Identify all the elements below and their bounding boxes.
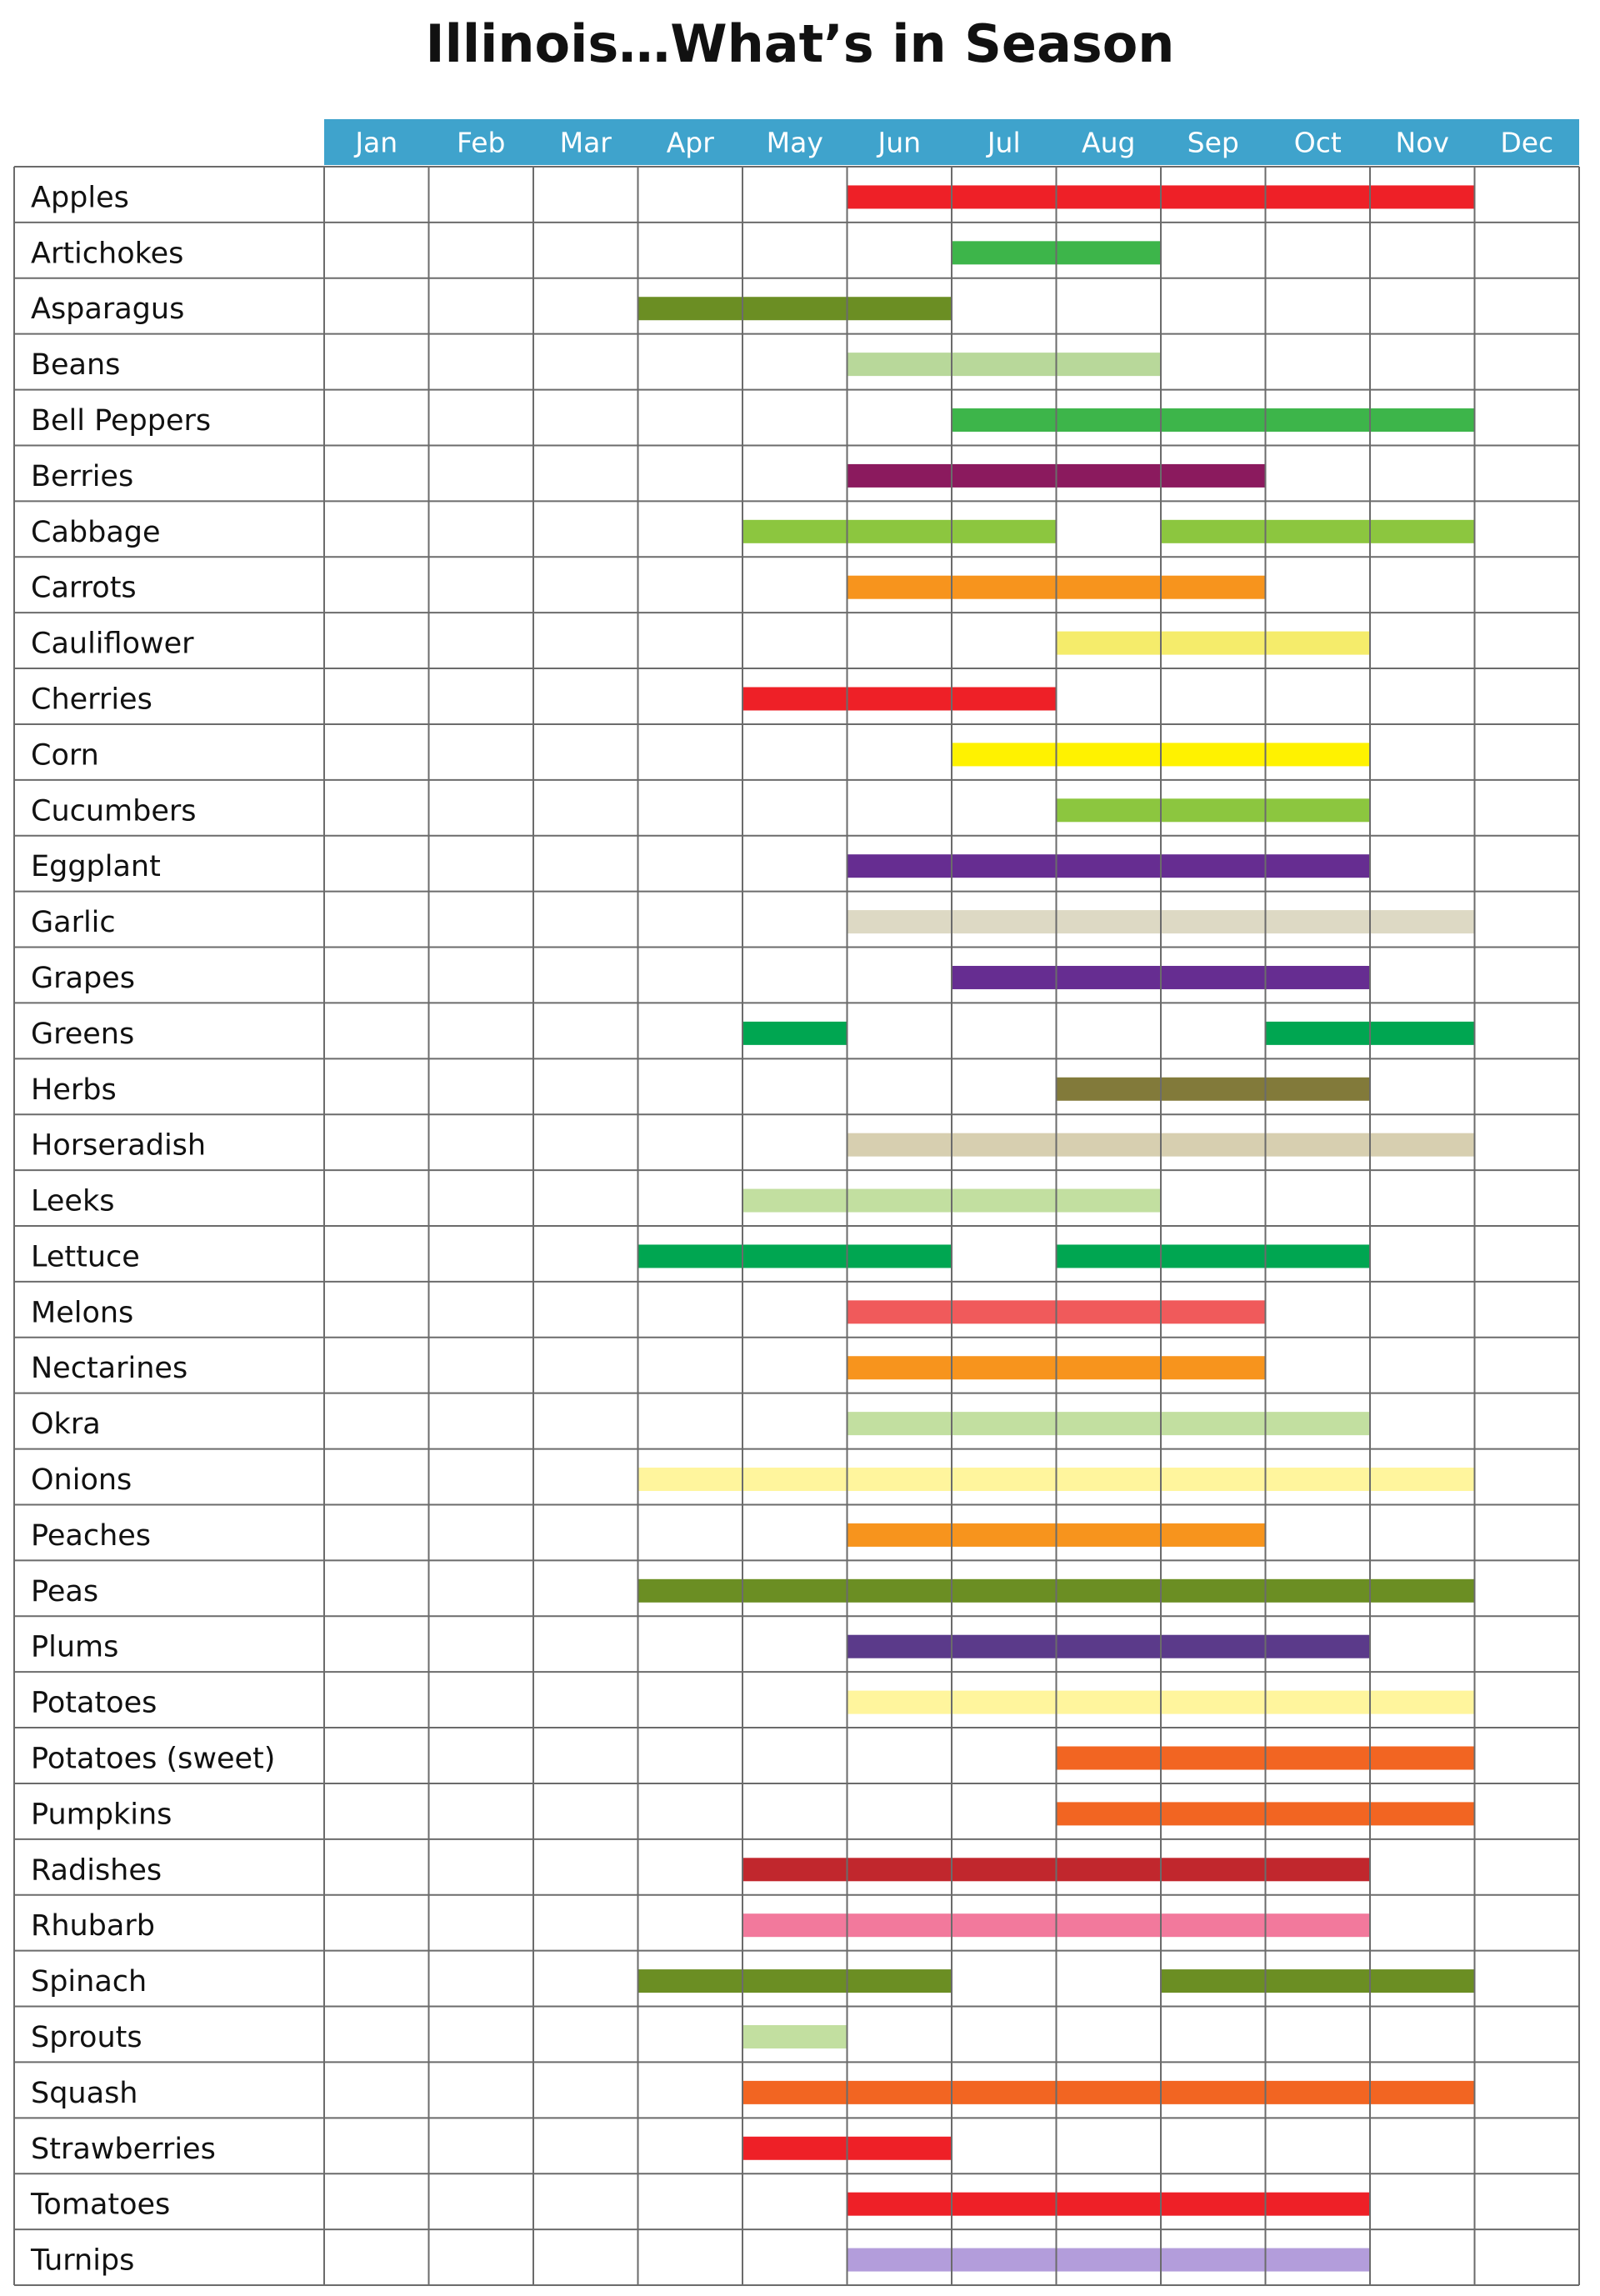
month-label-aug: Aug bbox=[1082, 127, 1135, 159]
row-label-tomatoes: Tomatoes bbox=[30, 2188, 170, 2222]
season-bar-cucumbers bbox=[1056, 798, 1370, 823]
month-label-mar: Mar bbox=[560, 127, 612, 159]
row-label-corn: Corn bbox=[31, 738, 99, 772]
row-label-garlic: Garlic bbox=[31, 906, 116, 939]
row-label-lettuce: Lettuce bbox=[31, 1240, 140, 1273]
season-bar-cauliflower bbox=[1056, 631, 1370, 655]
chart-title: Illinois…What’s in Season bbox=[425, 13, 1175, 74]
season-bar-beans bbox=[847, 353, 1161, 377]
row-label-artichokes: Artichokes bbox=[31, 237, 183, 270]
row-label-cherries: Cherries bbox=[31, 683, 152, 717]
season-bar-tomatoes bbox=[847, 2192, 1370, 2216]
month-label-may: May bbox=[767, 127, 823, 159]
season-bar-plums bbox=[847, 1634, 1370, 1658]
month-label-jun: Jun bbox=[876, 127, 921, 159]
row-label-cucumbers: Cucumbers bbox=[31, 794, 197, 828]
row-label-berries: Berries bbox=[31, 460, 133, 493]
season-bar-squash bbox=[742, 2080, 1475, 2104]
row-label-eggplant: Eggplant bbox=[31, 850, 161, 883]
row-label-okra: Okra bbox=[31, 1408, 101, 1441]
row-label-rhubarb: Rhubarb bbox=[31, 1909, 155, 1943]
row-label-greens: Greens bbox=[31, 1018, 134, 1051]
season-bar-cabbage-1 bbox=[742, 519, 1057, 543]
row-label-radishes: Radishes bbox=[31, 1853, 162, 1887]
row-label-pumpkins: Pumpkins bbox=[31, 1798, 172, 1831]
season-bar-turnips bbox=[847, 2248, 1370, 2272]
row-label-apples: Apples bbox=[31, 181, 129, 214]
row-label-leeks: Leeks bbox=[31, 1185, 114, 1218]
month-label-sep: Sep bbox=[1188, 127, 1239, 159]
row-label-plums: Plums bbox=[31, 1631, 118, 1664]
season-bar-lettuce-2 bbox=[1056, 1244, 1370, 1268]
season-bar-bell-peppers bbox=[952, 408, 1475, 433]
row-label-asparagus: Asparagus bbox=[31, 293, 184, 326]
season-bar-okra bbox=[847, 1412, 1370, 1436]
row-labels: Apples Artichokes Asparagus Beans Bell Peppe… bbox=[30, 181, 275, 2277]
row-label-potatoes: Potatoes bbox=[31, 1687, 157, 1720]
month-label-jul: Jul bbox=[986, 127, 1021, 159]
season-bar-cabbage-2 bbox=[1161, 519, 1475, 543]
row-label-carrots: Carrots bbox=[31, 572, 137, 605]
season-bar-spinach-1 bbox=[638, 1969, 952, 1993]
row-label-grapes: Grapes bbox=[31, 962, 135, 995]
season-bar-eggplant bbox=[847, 854, 1370, 878]
row-label-nectarines: Nectarines bbox=[31, 1352, 188, 1385]
month-label-oct: Oct bbox=[1294, 127, 1342, 159]
month-label-jan: Jan bbox=[353, 127, 398, 159]
season-bar-asparagus bbox=[638, 297, 952, 321]
row-label-turnips: Turnips bbox=[30, 2244, 134, 2278]
month-header: Jan Feb Mar Apr May Jun Jul Aug Sep Oct Nov Dec bbox=[324, 119, 1579, 165]
month-label-dec: Dec bbox=[1500, 127, 1553, 159]
row-label-cabbage: Cabbage bbox=[31, 516, 161, 549]
season-bar-lettuce-1 bbox=[638, 1244, 952, 1268]
month-label-nov: Nov bbox=[1396, 127, 1449, 159]
row-label-horseradish: Horseradish bbox=[31, 1129, 206, 1163]
row-label-peas: Peas bbox=[31, 1575, 98, 1608]
row-label-sprouts: Sprouts bbox=[31, 2021, 142, 2054]
row-label-beans: Beans bbox=[31, 348, 120, 382]
season-bar-sprouts bbox=[742, 2024, 848, 2048]
row-label-herbs: Herbs bbox=[31, 1073, 117, 1107]
month-header-band bbox=[324, 119, 1579, 165]
row-label-bell-peppers: Bell Peppers bbox=[31, 404, 211, 438]
row-label-strawberries: Strawberries bbox=[31, 2133, 216, 2166]
row-label-potatoes-sweet: Potatoes (sweet) bbox=[31, 1743, 275, 1776]
month-label-feb: Feb bbox=[457, 127, 505, 159]
season-bar-cherries bbox=[742, 687, 1057, 711]
season-bar-greens-1 bbox=[742, 1021, 848, 1045]
season-bar-herbs bbox=[1056, 1077, 1370, 1101]
row-label-squash: Squash bbox=[31, 2077, 138, 2110]
row-label-cauliflower: Cauliflower bbox=[31, 628, 194, 661]
row-label-melons: Melons bbox=[31, 1296, 133, 1329]
row-label-onions: Onions bbox=[31, 1463, 132, 1497]
row-label-peaches: Peaches bbox=[31, 1519, 151, 1553]
row-label-spinach: Spinach bbox=[31, 1965, 147, 1998]
grid-lines bbox=[13, 166, 1580, 2286]
month-label-apr: Apr bbox=[667, 127, 715, 159]
season-bar-spinach-2 bbox=[1161, 1969, 1475, 1993]
